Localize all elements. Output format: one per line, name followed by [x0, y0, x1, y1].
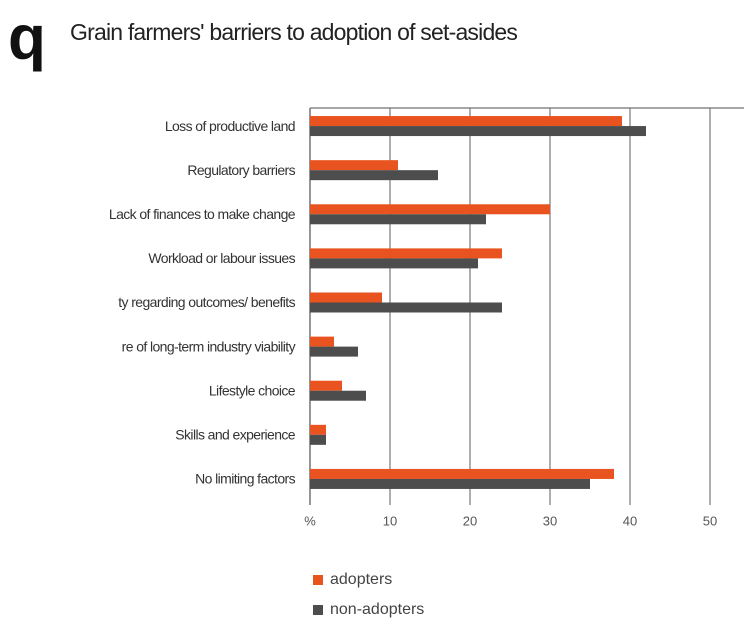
bar — [310, 380, 342, 391]
bar — [310, 346, 358, 357]
bar — [310, 248, 502, 259]
bar — [310, 336, 334, 347]
y-tick-label: Loss of productive land — [165, 118, 295, 134]
bar — [310, 258, 478, 269]
bar — [310, 434, 326, 445]
x-tick-label: 30 — [543, 513, 557, 528]
bar — [310, 214, 486, 225]
bar — [310, 478, 590, 489]
x-tick-label: 50 — [703, 513, 717, 528]
bar — [310, 160, 398, 171]
x-tick-label: 10 — [383, 513, 397, 528]
bar — [310, 292, 382, 303]
bar — [310, 468, 614, 479]
y-tick-label: Workload or labour issues — [148, 250, 295, 266]
bar — [310, 116, 622, 127]
bar — [310, 390, 366, 401]
y-tick-label: No limiting factors — [195, 471, 295, 487]
bar — [310, 126, 646, 137]
bar — [310, 302, 502, 313]
bar — [310, 170, 438, 181]
y-tick-label: re of long-term industry viability — [122, 338, 296, 354]
y-tick-label: Skills and experience — [175, 427, 296, 443]
y-tick-label: Lack of finances to make change — [109, 206, 296, 222]
legend-swatch — [313, 575, 323, 585]
x-tick-label: 20 — [463, 513, 477, 528]
legend-label: adopters — [330, 571, 392, 588]
chart-badge: q — [8, 3, 46, 72]
y-tick-label: ty regarding outcomes/ benefits — [118, 294, 295, 310]
chart-title: Grain farmers' barriers to adoption of s… — [70, 19, 517, 45]
legend-swatch — [313, 605, 323, 615]
bar — [310, 204, 550, 215]
x-tick-label: % — [304, 513, 316, 528]
bar — [310, 424, 326, 435]
y-tick-label: Regulatory barriers — [187, 162, 295, 178]
y-tick-label: Lifestyle choice — [209, 382, 296, 398]
legend-label: non-adopters — [330, 601, 424, 618]
x-tick-label: 40 — [623, 513, 637, 528]
